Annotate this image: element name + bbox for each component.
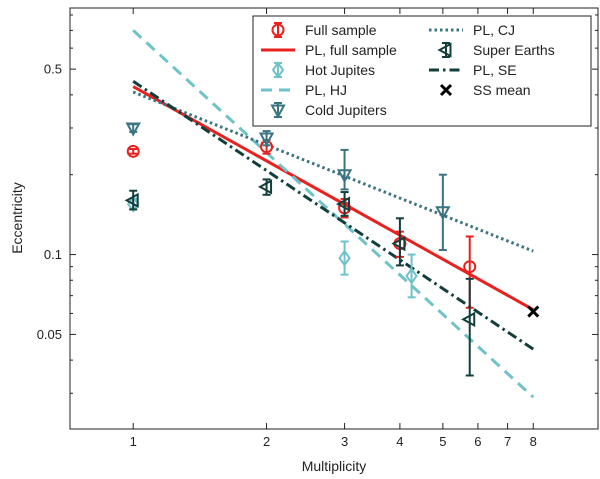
legend-item-hot-jupites: Hot Jupites <box>271 61 375 79</box>
plot-frame <box>69 7 599 430</box>
series-line-pl-se <box>132 80 535 351</box>
data-point-hot-jupites <box>338 249 351 267</box>
legend-marker-hot-jupites <box>271 61 285 79</box>
x-tick-label: 8 <box>530 434 537 449</box>
legend-marker-cold-jupiters <box>270 104 286 119</box>
data-point-super-earths <box>124 192 139 209</box>
x-tick-label: 5 <box>439 434 446 449</box>
legend-label: PL, HJ <box>305 82 347 98</box>
x-tick-label: 4 <box>396 434 403 449</box>
legend-label: PL, full sample <box>305 42 397 58</box>
errorbar-super-earths <box>465 277 474 377</box>
data-point-cold-jupiters <box>435 206 451 221</box>
legend-label: PL, CJ <box>473 22 515 38</box>
legend-item-ss-mean: SS mean <box>439 82 531 98</box>
data-point-cold-jupiters <box>258 132 275 147</box>
data-point-cold-jupiters <box>125 122 141 137</box>
data-point-cold-jupiters <box>336 169 353 184</box>
legend-item-super-earths: Super Earths <box>437 42 555 58</box>
legend-item-cold-jupiters: Cold Jupiters <box>270 102 387 119</box>
series-line-pl-cj <box>132 90 534 253</box>
legend-item-pl-full-sample: PL, full sample <box>261 42 397 58</box>
legend-label: SS mean <box>473 82 531 98</box>
legend-label: Cold Jupiters <box>305 102 387 118</box>
y-tick-label: 0.5 <box>44 62 62 77</box>
data-point-super-earths <box>391 235 406 252</box>
y-axis-label: Eccentricity <box>9 182 25 254</box>
legend-item-pl-cj: PL, CJ <box>429 22 515 38</box>
errorbar-super-earths <box>395 217 404 267</box>
legend-label: Full sample <box>305 22 377 38</box>
errorbar-cold-jupiters <box>438 173 447 252</box>
legend-label: PL, SE <box>473 62 517 78</box>
legend-marker-full-sample <box>271 23 285 37</box>
data-point-full-sample <box>126 144 140 158</box>
data-point-super-earths <box>461 311 476 328</box>
x-tick-label: 7 <box>504 434 511 449</box>
legend: Full sample PL, full sample Hot Jupites PL,… <box>252 15 592 127</box>
legend-item-pl-hj: PL, HJ <box>261 82 347 98</box>
data-point-hot-jupites <box>405 267 418 285</box>
legend-item-full-sample: Full sample <box>271 22 377 38</box>
y-tick-label: 0.1 <box>44 247 62 262</box>
data-point-full-sample <box>463 260 477 274</box>
x-tick-label: 1 <box>130 434 137 449</box>
errorbar-hot-jupites <box>407 253 416 299</box>
errorbar-super-earths <box>340 191 349 217</box>
legend-marker-ss-mean <box>439 83 453 97</box>
legend-label: Super Earths <box>473 42 555 58</box>
data-point-super-earths <box>335 196 351 212</box>
data-point-ss-mean <box>527 305 540 318</box>
x-axis-label: Multiplicity <box>302 458 367 474</box>
legend-item-pl-se: PL, SE <box>429 62 517 78</box>
x-tick-label: 3 <box>341 434 348 449</box>
legend-marker-super-earths <box>437 42 452 58</box>
data-point-super-earths <box>257 179 273 195</box>
y-tick-label: 0.05 <box>37 327 62 342</box>
legend-box <box>252 15 592 127</box>
legend-label: Hot Jupites <box>305 62 375 78</box>
errorbar-super-earths <box>262 178 271 196</box>
series-line-pl-full-sample <box>132 85 534 311</box>
x-tick-label: 2 <box>263 434 270 449</box>
errorbar-hot-jupites <box>340 240 349 276</box>
errorbar-super-earths <box>129 189 138 211</box>
errorbar-full-sample <box>129 147 138 155</box>
x-tick-label: 6 <box>474 434 481 449</box>
